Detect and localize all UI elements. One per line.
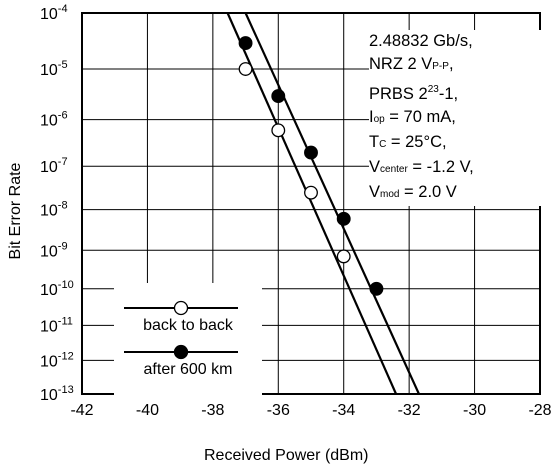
point-series-1-1 [271, 89, 286, 104]
data-points [238, 36, 384, 296]
legend-label-back-to-back: back to back [143, 317, 233, 334]
point-series-0-1 [271, 123, 286, 138]
point-series-1-3 [336, 211, 351, 226]
point-series-0-0 [238, 62, 253, 76]
legend-label-after-600-km: after 600 km [143, 361, 233, 378]
x-axis-label: Received Power (dBm) [204, 447, 369, 464]
point-series-1-4 [369, 281, 384, 296]
x-tick-label-2: -38 [201, 402, 224, 419]
x-tick-label-6: -30 [463, 402, 486, 419]
annotation-vcenter: Vcenter = -1.2 V, [369, 158, 474, 176]
x-tick-label-5: -32 [398, 402, 421, 419]
y-tick-label-1: 10-5 [40, 59, 68, 79]
x-tick-label-3: -36 [267, 402, 290, 419]
x-tick-label-7: -28 [528, 402, 551, 419]
y-tick-label-8: 10-12 [40, 350, 74, 370]
point-series-0-3 [336, 249, 351, 264]
annotation-iop: Iop = 70 mA, [369, 108, 456, 126]
annotation-bitrate: 2.48832 Gb/s, [369, 32, 473, 50]
y-tick-label-5: 10-9 [40, 240, 68, 260]
y-tick-label-0: 10-4 [40, 3, 68, 23]
point-series-1-2 [304, 145, 318, 160]
fit-line-series-1 [244, 12, 420, 395]
annotation-nrz: NRZ 2 VP-P, [369, 55, 454, 73]
x-tick-label-0: -42 [70, 402, 93, 419]
y-axis-label: Bit Error Rate [7, 162, 24, 260]
y-tick-label-7: 10-11 [40, 315, 73, 335]
x-tick-label-4: -34 [332, 402, 355, 419]
fit-lines [226, 12, 420, 395]
annotation-prbs: PRBS 223-1, [369, 84, 459, 103]
legend-open-circle-icon [124, 300, 238, 316]
legend-filled-circle-icon [124, 344, 238, 360]
legend: back to back after 600 km [114, 283, 262, 398]
x-tick-label-1: -40 [136, 402, 159, 419]
point-series-0-2 [304, 185, 318, 200]
y-tick-label-2: 10-6 [40, 110, 68, 130]
y-tick-label-6: 10-10 [40, 279, 74, 299]
y-tick-label-3: 10-7 [40, 156, 68, 176]
test-conditions-annotation: 2.48832 Gb/s, NRZ 2 VP-P, PRBS 223-1, Io… [369, 30, 541, 206]
fit-line-series-0 [226, 12, 398, 395]
y-tick-labels: 10-4 10-5 10-6 10-7 10-8 10-9 10-10 10-11 10-12 1… [40, 3, 74, 404]
point-series-1-0 [238, 36, 253, 51]
x-tick-labels: -42 -40 -38 -36 -34 -32 -30 -28 [70, 402, 551, 419]
annotation-vmod: Vmod = 2.0 V [369, 183, 457, 201]
y-tick-label-4: 10-8 [40, 200, 68, 220]
annotation-tc: TC = 25°C, [369, 133, 447, 151]
y-tick-label-9: 10-13 [40, 384, 74, 404]
